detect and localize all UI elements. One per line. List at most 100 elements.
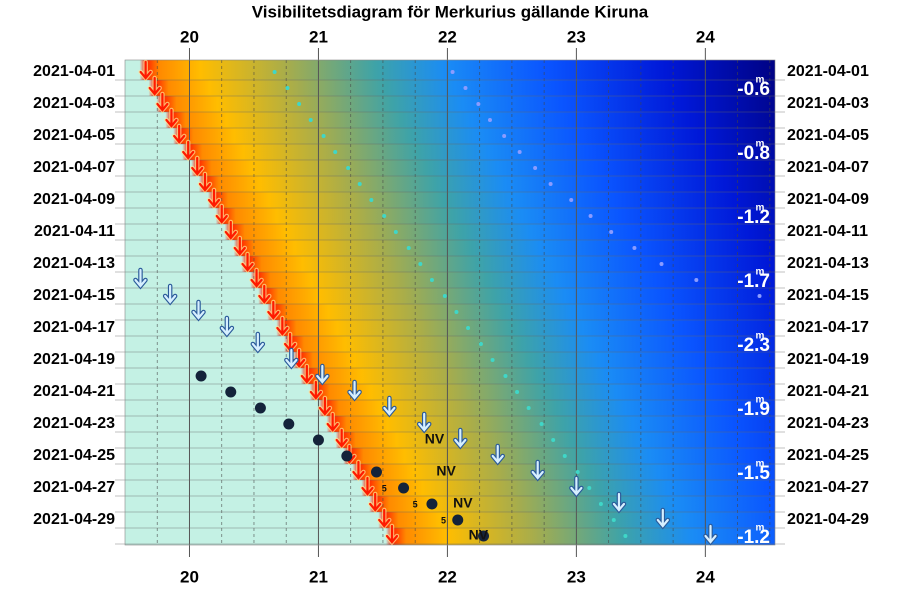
chart-title: Visibilitetsdiagram för Merkurius gällan… bbox=[252, 2, 649, 21]
small-dot bbox=[694, 278, 699, 282]
small-dot bbox=[587, 486, 592, 490]
background-row bbox=[125, 528, 775, 545]
x-tick-label-bottom: 20 bbox=[180, 567, 199, 586]
x-tick-label-top: 23 bbox=[567, 27, 586, 46]
mercury-dot bbox=[341, 450, 353, 462]
y-tick-label-left: 2021-04-05 bbox=[33, 127, 115, 144]
background-row bbox=[125, 384, 775, 400]
arrow bbox=[348, 380, 361, 400]
arrow bbox=[385, 524, 399, 544]
arrow bbox=[318, 396, 332, 416]
small-dot bbox=[533, 166, 538, 170]
small-dot bbox=[562, 454, 567, 458]
y-tick-label-right: 2021-04-11 bbox=[787, 223, 868, 240]
arrow bbox=[192, 300, 205, 320]
y-tick-label-left: 2021-04-11 bbox=[34, 223, 115, 240]
small-dot bbox=[450, 70, 455, 74]
background-row bbox=[125, 272, 775, 288]
background-row bbox=[125, 480, 775, 496]
y-tick-label-left: 2021-04-23 bbox=[33, 415, 115, 432]
arrow bbox=[191, 156, 204, 176]
small-dot bbox=[609, 230, 614, 234]
small-dot bbox=[611, 518, 616, 522]
x-tick-label-top: 22 bbox=[438, 27, 457, 46]
arrow bbox=[148, 76, 161, 96]
arrow bbox=[220, 316, 233, 336]
magnitude-label: -1.2 bbox=[737, 527, 770, 548]
y-tick-label-right: 2021-04-01 bbox=[787, 63, 869, 80]
arrow bbox=[454, 428, 467, 448]
small-dot bbox=[478, 342, 483, 346]
arrow bbox=[267, 300, 280, 320]
mercury-dot bbox=[283, 418, 295, 430]
background-row bbox=[125, 512, 775, 528]
arrow bbox=[378, 508, 391, 528]
arrow bbox=[612, 492, 626, 512]
arrow bbox=[251, 332, 264, 352]
y-tick-label-right: 2021-04-19 bbox=[787, 351, 869, 368]
mercury-dot bbox=[225, 386, 237, 398]
y-tick-label-left: 2021-04-15 bbox=[33, 287, 115, 304]
y-tick-label-left: 2021-04-17 bbox=[33, 319, 115, 336]
background-row bbox=[125, 160, 775, 176]
arrow bbox=[173, 124, 186, 144]
small-dot bbox=[297, 102, 302, 106]
magnitude-label: -1.5 bbox=[737, 463, 770, 484]
small-dot bbox=[598, 502, 603, 506]
x-tick-label-bottom: 21 bbox=[309, 567, 328, 586]
small-dot bbox=[454, 310, 459, 314]
magnitude-unit: m bbox=[756, 331, 765, 342]
small-dot bbox=[757, 294, 762, 298]
y-tick-label-left: 2021-04-19 bbox=[33, 351, 115, 368]
y-tick-label-left: 2021-04-03 bbox=[33, 95, 115, 112]
small-dot bbox=[429, 278, 434, 282]
background-row bbox=[125, 320, 775, 336]
y-tick-label-left: 2021-04-25 bbox=[33, 447, 115, 464]
small-dot bbox=[659, 262, 664, 266]
background-row bbox=[125, 176, 775, 192]
y-tick-label-right: 2021-04-23 bbox=[787, 415, 869, 432]
arrow bbox=[215, 204, 228, 224]
arrow bbox=[233, 236, 246, 256]
background-row bbox=[125, 368, 775, 384]
small-dot bbox=[515, 390, 520, 394]
y-tick-label-right: 2021-04-25 bbox=[787, 447, 869, 464]
y-tick-label-left: 2021-04-01 bbox=[33, 63, 115, 80]
background-row bbox=[125, 60, 775, 80]
mercury-dot bbox=[478, 530, 490, 542]
five-label: 5 bbox=[382, 483, 387, 493]
arrow bbox=[241, 252, 254, 272]
mercury-dot bbox=[195, 370, 207, 382]
mercury-dot bbox=[452, 514, 464, 526]
magnitude-unit: m bbox=[756, 267, 765, 278]
background-row bbox=[125, 432, 775, 448]
y-tick-label-left: 2021-04-07 bbox=[33, 159, 115, 176]
magnitude-label: -0.8 bbox=[737, 143, 770, 164]
arrow bbox=[207, 188, 221, 208]
arrow bbox=[285, 348, 298, 368]
arrow bbox=[531, 460, 544, 480]
arrow bbox=[224, 220, 237, 240]
y-tick-label-right: 2021-04-05 bbox=[787, 127, 869, 144]
small-dot bbox=[346, 166, 351, 170]
arrow bbox=[335, 428, 348, 448]
background-row bbox=[125, 96, 775, 112]
small-dot bbox=[285, 86, 290, 90]
arrow bbox=[182, 140, 195, 160]
y-tick-label-right: 2021-04-27 bbox=[787, 479, 869, 496]
magnitude-label: -1.9 bbox=[737, 399, 770, 420]
small-dot bbox=[575, 470, 580, 474]
x-tick-label-top: 21 bbox=[309, 27, 328, 46]
small-dot bbox=[382, 214, 387, 218]
nv-label: NV bbox=[436, 463, 456, 479]
small-dot bbox=[357, 182, 362, 186]
arrow bbox=[300, 364, 313, 384]
small-dot bbox=[490, 358, 495, 362]
magnitude-unit: m bbox=[756, 75, 765, 86]
five-label: 5 bbox=[413, 499, 418, 509]
magnitude-unit: m bbox=[756, 523, 765, 534]
y-tick-label-left: 2021-04-27 bbox=[33, 479, 115, 496]
mercury-dot bbox=[426, 498, 438, 510]
